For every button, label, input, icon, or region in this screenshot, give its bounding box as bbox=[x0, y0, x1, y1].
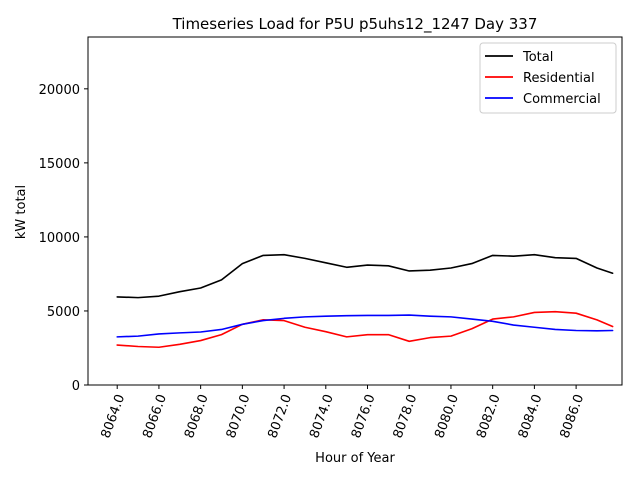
y-tick-label: 5000 bbox=[47, 305, 80, 320]
x-tick-label: 8066.0 bbox=[140, 392, 170, 440]
x-tick-label: 8064.0 bbox=[99, 392, 129, 440]
y-tick-label: 20000 bbox=[39, 83, 80, 98]
plot-frame bbox=[87, 36, 623, 386]
x-axis-title: Hour of Year bbox=[315, 451, 395, 466]
x-tick-label: 8068.0 bbox=[182, 392, 212, 440]
series-line-residential bbox=[116, 310, 614, 349]
x-tick-label: 8070.0 bbox=[224, 392, 254, 440]
chart-title: Timeseries Load for P5U p5uhs12_1247 Day… bbox=[172, 15, 538, 34]
y-axis-title: kW total bbox=[14, 185, 29, 239]
y-tick-label: 0 bbox=[72, 379, 80, 394]
x-tick-label: 8074.0 bbox=[307, 392, 337, 440]
x-tick-label: 8082.0 bbox=[474, 392, 504, 440]
x-tick-label: 8086.0 bbox=[557, 392, 587, 440]
legend-box bbox=[479, 42, 617, 114]
y-tick-label: 10000 bbox=[39, 231, 80, 246]
x-tick-label: 8072.0 bbox=[265, 392, 295, 440]
legend-label-residential: Residential bbox=[523, 71, 595, 86]
series-line-commercial bbox=[116, 314, 614, 338]
series-line-total bbox=[116, 253, 614, 299]
x-tick-label: 8078.0 bbox=[391, 392, 421, 440]
legend-label-total: Total bbox=[522, 50, 553, 65]
legend-label-commercial: Commercial bbox=[523, 92, 601, 107]
series-lines bbox=[116, 253, 614, 349]
x-tick-label: 8080.0 bbox=[432, 392, 462, 440]
y-tick-label: 15000 bbox=[39, 157, 80, 172]
x-tick-label: 8084.0 bbox=[516, 392, 546, 440]
legend: Total Residential Commercial bbox=[479, 42, 617, 114]
x-tick-label: 8076.0 bbox=[349, 392, 379, 440]
